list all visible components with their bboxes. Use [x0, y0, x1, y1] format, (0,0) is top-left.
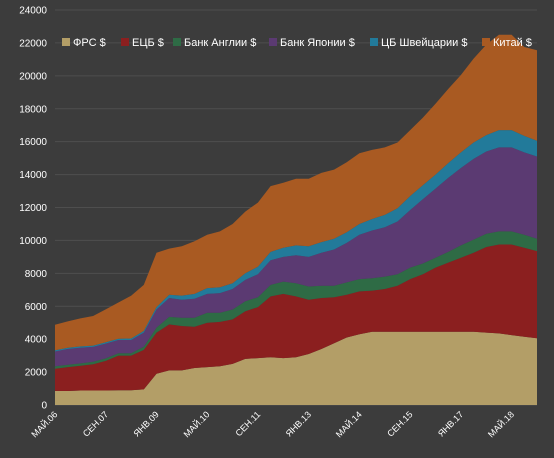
legend-label: ЦБ Швейцарии $	[381, 37, 467, 49]
x-tick-label: МАЙ.14	[333, 409, 364, 440]
y-tick-label: 0	[41, 401, 47, 412]
y-tick-label: 18000	[19, 104, 47, 115]
area-series-2	[55, 231, 537, 369]
x-tick-label: ЯНВ.09	[132, 409, 161, 438]
x-tick-label: СЕН.15	[385, 409, 414, 438]
x-tick-label: ЯНВ.17	[436, 409, 465, 438]
legend-item: Банк Японии $	[269, 37, 355, 49]
x-axis: МАЙ.06 СЕН.07 ЯНВ.09 МАЙ.10 СЕН.11 ЯНВ.13 МАЙ.…	[29, 409, 516, 440]
y-tick-label: 6000	[25, 302, 48, 313]
x-tick-label: СЕН.07	[81, 409, 110, 438]
y-tick-label: 20000	[19, 71, 47, 82]
legend-swatch	[121, 38, 129, 46]
plot-areas	[55, 34, 537, 405]
legend-item: ФРС $	[62, 37, 106, 49]
x-tick-label: МАЙ.18	[485, 409, 516, 440]
legend-swatch	[370, 38, 378, 46]
x-tick-label: МАЙ.06	[29, 409, 60, 440]
y-tick-label: 8000	[25, 269, 48, 280]
x-tick-label: МАЙ.10	[181, 409, 212, 440]
legend-label: Банк Японии $	[280, 37, 355, 49]
legend-item: ЦБ Швейцарии $	[370, 37, 467, 49]
y-tick-label: 4000	[25, 335, 48, 346]
legend: ФРС $ ЕЦБ $ Банк Англии $ Банк Японии $ ЦБ Ш…	[62, 37, 532, 49]
area-series-1	[55, 244, 537, 391]
y-tick-label: 14000	[19, 170, 47, 181]
legend-swatch	[62, 38, 70, 46]
legend-swatch	[269, 38, 277, 46]
legend-swatch	[173, 38, 181, 46]
area-series-3	[55, 147, 537, 367]
legend-item: Банк Англии $	[173, 37, 256, 49]
legend-label: Китай $	[493, 37, 532, 49]
area-series-4	[55, 130, 537, 352]
legend-label: ФРС $	[73, 37, 106, 49]
y-tick-label: 12000	[19, 203, 47, 214]
y-tick-label: 2000	[25, 368, 48, 379]
y-tick-label: 22000	[19, 38, 47, 49]
legend-label: Банк Англии $	[184, 37, 256, 49]
y-tick-label: 10000	[19, 236, 47, 247]
x-tick-label: ЯНВ.13	[284, 409, 313, 438]
y-tick-label: 16000	[19, 137, 47, 148]
legend-swatch	[482, 38, 490, 46]
x-tick-label: СЕН.11	[233, 409, 262, 438]
y-axis: 0 2000 4000 6000 8000 10000 12000 14000 16000 180…	[19, 6, 47, 412]
area-series-0	[55, 331, 537, 405]
area-series-5	[55, 34, 537, 351]
legend-item: Китай $	[482, 37, 532, 49]
y-tick-label: 24000	[19, 6, 47, 17]
legend-item: ЕЦБ $	[121, 37, 164, 49]
legend-label: ЕЦБ $	[132, 37, 164, 49]
